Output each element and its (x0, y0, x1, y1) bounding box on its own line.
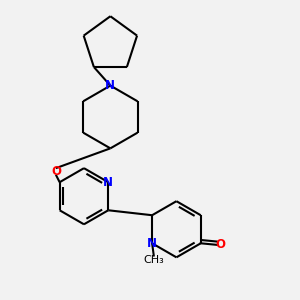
Text: N: N (147, 237, 157, 250)
Text: N: N (105, 79, 116, 92)
Text: O: O (215, 238, 226, 251)
Text: CH₃: CH₃ (143, 256, 164, 266)
Text: N: N (103, 176, 113, 189)
Text: O: O (51, 165, 61, 178)
